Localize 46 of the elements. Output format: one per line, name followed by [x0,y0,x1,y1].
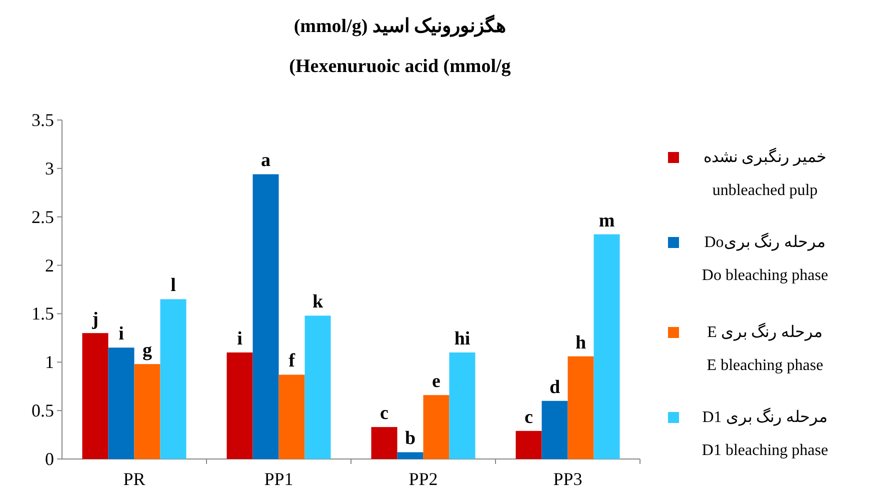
y-tick-label: 3.5 [32,110,54,130]
data-label: g [142,340,152,362]
data-label: hi [454,328,470,350]
bar [134,364,160,459]
y-tick-label: 2.5 [32,206,54,227]
bar [516,430,542,459]
data-label: d [549,376,560,398]
bar [568,356,594,459]
x-tick-label: PP2 [408,469,438,489]
bar [160,299,186,459]
data-label: b [404,428,416,450]
chart-subtitle: (Hexenuruoic acid (mmol/g [289,56,512,77]
data-label: l [170,275,176,296]
x-tick-label: PP3 [553,469,582,489]
bar [542,400,568,459]
data-label: i [118,324,124,345]
bar [252,174,279,459]
bar [82,333,108,459]
data-label: h [575,332,586,354]
bar [226,352,253,459]
bar [423,395,450,459]
data-label: c [380,403,388,424]
y-tick-label: 3 [45,158,54,178]
x-tick-label: PP1 [264,469,294,489]
data-label: e [432,371,440,392]
y-tick-label: 1.5 [32,304,54,324]
data-label: m [598,210,615,232]
bar [371,427,398,459]
bar [108,348,134,459]
data-label: i [237,328,242,350]
bar [304,316,331,459]
y-tick-label: 1 [45,352,54,372]
bar [397,452,424,459]
y-tick-label: 2 [45,255,54,276]
chart-title: هگزنورونیک اسید (mmol/g) [294,14,506,37]
data-label: j [91,309,98,330]
data-label: c [524,406,533,428]
y-tick-label: 0.5 [32,400,54,421]
data-label: a [261,150,271,172]
bar [278,374,305,459]
bar [594,234,620,459]
bar [449,352,476,459]
y-tick-label: 0 [45,449,54,469]
x-tick-label: PR [123,469,146,489]
data-label: f [288,350,296,372]
data-label: k [312,292,324,313]
